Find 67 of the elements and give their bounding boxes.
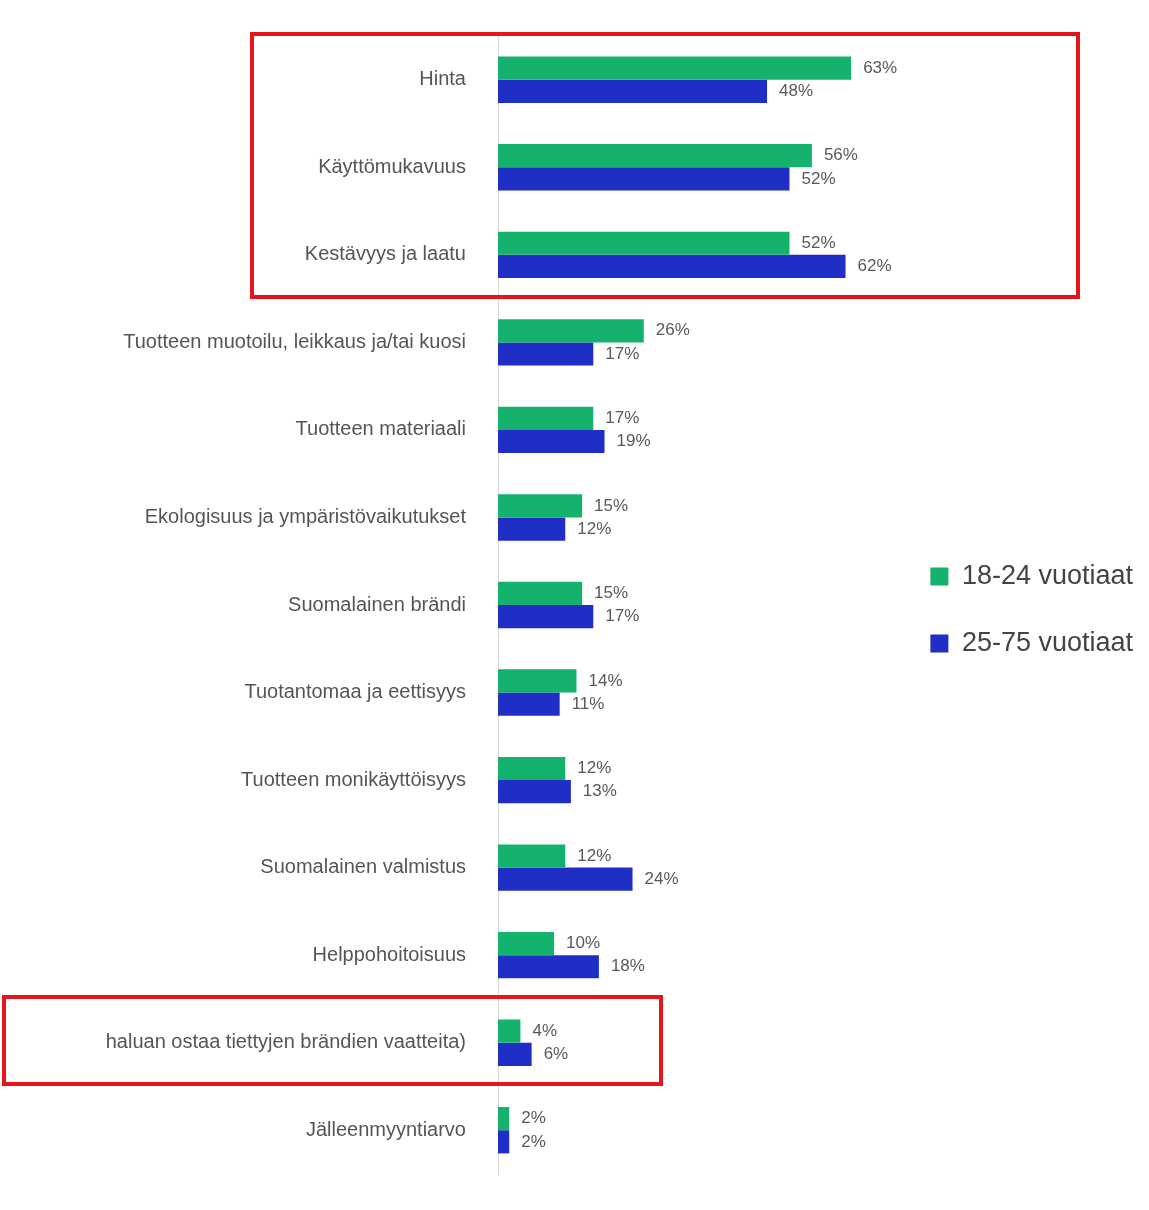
data-label: 12% [577,518,612,538]
data-label: 48% [779,81,814,101]
data-label: 62% [857,256,892,276]
bar [498,231,790,255]
bar [498,1107,510,1131]
bar [498,931,555,956]
y-tick-label: Tuotantomaa ja eettisyys [244,680,466,703]
data-label: 52% [801,168,836,188]
bar [498,56,852,80]
y-tick-label: Hinta [419,67,467,90]
data-label: 15% [594,495,629,515]
y-tick-label: Kestävyys ja laatu [304,242,466,265]
bar [498,844,566,868]
data-label: 15% [594,583,629,603]
data-label: 13% [582,781,617,801]
bar [498,692,560,716]
data-label: 12% [577,845,612,865]
bar [498,1042,532,1066]
bar [498,780,571,804]
legend-label: 25-75 vuotiaat [961,626,1134,657]
y-tick-label: Tuotteen monikäyttöisyys [241,767,466,790]
bar [498,79,768,103]
bar [498,406,594,430]
data-label: 6% [543,1043,569,1063]
bar [498,955,599,979]
data-label: 11% [571,693,605,713]
bar [498,1019,521,1043]
bar [498,669,577,693]
y-tick-label: haluan ostaa tiettyjen brändien vaatteita) [105,1030,466,1053]
y-tick-label: Tuotteen muotoilu, leikkaus ja/tai kuosi [123,329,466,352]
legend-label: 18-24 vuotiaat [961,559,1134,590]
bar [498,867,633,891]
y-tick-label: Ekologisuus ja ympäristövaikutukset [144,504,467,527]
data-label: 17% [605,606,640,626]
bar [498,167,790,191]
data-label: 2% [521,1131,546,1151]
bar [498,605,594,629]
bar [498,144,812,168]
data-label: 26% [655,320,690,340]
bar [498,342,594,366]
y-tick-label: Suomalainen valmistus [260,855,466,878]
bar [498,319,644,343]
data-label: 56% [823,145,858,165]
y-tick-label: Jälleenmyyntiarvo [305,1117,466,1140]
data-label: 2% [521,1108,546,1128]
data-label: 24% [644,868,679,888]
y-tick-label: Käyttömukavuus [318,154,466,177]
data-label: 4% [532,1020,557,1040]
y-tick-label: Suomalainen brändi [288,592,466,615]
y-tick-label: Helppohoitoisuus [312,942,466,965]
data-label: 19% [616,431,651,451]
bar [498,1130,510,1154]
data-label: 52% [801,232,836,252]
data-label: 12% [577,758,612,778]
data-label: 17% [605,343,640,363]
bar [498,517,566,541]
data-label: 10% [566,933,601,953]
bar [498,494,583,518]
data-label: 18% [610,956,645,976]
bar [498,581,583,605]
data-label: 63% [863,57,898,77]
y-tick-label: Tuotteen materiaali [295,417,466,440]
bar [498,429,605,454]
bar [498,254,846,279]
data-label: 14% [588,670,623,690]
bar [498,756,566,781]
data-label: 17% [605,408,640,428]
